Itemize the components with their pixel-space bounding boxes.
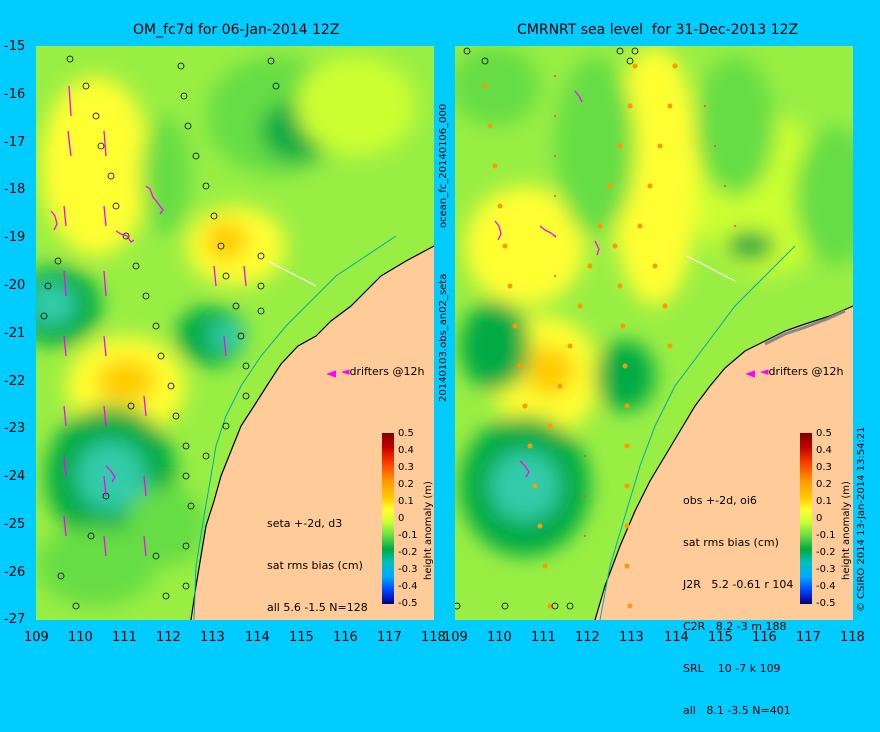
cb-label: 0.1 (398, 496, 414, 507)
cb-label: -0.2 (816, 547, 836, 558)
left-colorbar (382, 433, 394, 604)
left-stats: seta +-2d, d3 sat rms bias (cm) all 5.6 … (267, 489, 368, 629)
stats-line: obs +-2d, oi6 (683, 494, 757, 507)
cb-label: -0.1 (398, 530, 418, 541)
cb-label: 0.5 (398, 428, 414, 439)
cb-label: 0.2 (398, 479, 414, 490)
right-drifter-legend: ◄drifters @12h (760, 365, 844, 378)
forecast-file-label: ocean_fc_20140106_000 (438, 103, 449, 228)
obs-circles (40, 55, 280, 610)
left-drifter-legend: ◄drifters @12h (341, 365, 425, 378)
cb-label: -0.3 (816, 564, 836, 575)
lat-label: -24 (4, 469, 26, 484)
lon-label: 117 (796, 630, 821, 645)
lon-label: 113 (200, 630, 225, 645)
stats-line: J2R 5.2 -0.61 r 104 (683, 578, 794, 591)
stats-line: all 8.1 -3.5 N=401 (683, 704, 791, 717)
lon-label: 112 (156, 630, 181, 645)
cb-label: -0.5 (816, 598, 836, 609)
lat-label: -15 (4, 39, 26, 54)
cb-label: -0.4 (816, 581, 836, 592)
stats-line: C2R 8.2 -3 m 188 (683, 620, 787, 633)
left-map-title: OM_fc7d for 06-Jan-2014 12Z (133, 22, 340, 38)
lat-label: -20 (4, 278, 26, 293)
cb-label: 0.3 (398, 462, 414, 473)
lon-label: 111 (112, 630, 137, 645)
cb-label: 0.5 (816, 428, 832, 439)
drifter-arrow-icon: ◄ (760, 365, 769, 378)
lon-label: 109 (24, 630, 49, 645)
cb-label: 0.4 (816, 445, 832, 456)
lon-label: 115 (708, 630, 733, 645)
lon-label: 115 (289, 630, 314, 645)
obs-file-label: 20140103.obs_an02_seta (438, 273, 449, 402)
colorbar-title: height anomaly (m) (841, 481, 852, 580)
lat-label: -25 (4, 517, 26, 532)
lon-label: 114 (664, 630, 689, 645)
copyright-label: © CSIRO 2014 13-Jan-2014 13:54:21 (856, 426, 867, 612)
lon-label: 118 (421, 630, 446, 645)
lon-label: 113 (619, 630, 644, 645)
satellite-tracks-small (554, 75, 736, 537)
right-map-title: CMRNRT sea level for 31-Dec-2013 12Z (517, 22, 799, 38)
lat-label: -18 (4, 182, 26, 197)
stats-line: SRL 10 -7 k 109 (683, 662, 781, 675)
cb-label: -0.3 (398, 564, 418, 575)
lon-label: 118 (840, 630, 865, 645)
right-colorbar (800, 433, 812, 604)
cb-label: -0.1 (816, 530, 836, 541)
stats-line: seta +-2d, d3 (267, 517, 343, 530)
lat-label: -26 (4, 565, 26, 580)
left-map-field (36, 46, 434, 620)
cb-label: 0 (816, 513, 823, 524)
cb-label: -0.2 (398, 547, 418, 558)
cb-label: -0.5 (398, 598, 418, 609)
lon-label: 117 (377, 630, 402, 645)
stats-line: sat rms bias (cm) (683, 536, 779, 549)
right-map (455, 46, 853, 620)
lon-label: 114 (245, 630, 270, 645)
lat-label: -16 (4, 87, 26, 102)
cb-label: 0.2 (816, 479, 832, 490)
drifters (494, 90, 756, 478)
lon-label: 109 (443, 630, 468, 645)
lat-label: -27 (4, 612, 26, 627)
left-map (36, 46, 434, 620)
colorbar-title: height anomaly (m) (423, 481, 434, 580)
cb-label: 0.1 (816, 496, 832, 507)
drifter-arrow-icon: ◄ (341, 365, 350, 378)
satellite-tracks (482, 63, 678, 609)
cb-label: -0.4 (398, 581, 418, 592)
right-stats: obs +-2d, oi6 sat rms bias (cm) J2R 5.2 … (683, 466, 793, 732)
cb-label: 0.4 (398, 445, 414, 456)
lat-label: -23 (4, 421, 26, 436)
lat-label: -22 (4, 374, 26, 389)
stats-line: sat rms bias (cm) (267, 559, 363, 572)
drifter-legend-label: drifters @12h (349, 365, 425, 378)
lon-label: 111 (531, 630, 556, 645)
track-circles (455, 47, 639, 610)
cb-label: 0 (398, 513, 405, 524)
stats-line: all 5.6 -1.5 N=128 (267, 601, 368, 614)
lon-label: 112 (575, 630, 600, 645)
cb-label: 0.3 (816, 462, 832, 473)
lon-label: 116 (752, 630, 777, 645)
right-map-field (455, 46, 853, 620)
lon-label: 110 (68, 630, 93, 645)
lon-label: 110 (487, 630, 512, 645)
drifters (50, 85, 337, 557)
lat-label: -21 (4, 326, 26, 341)
drifter-legend-label: drifters @12h (768, 365, 844, 378)
lat-label: -17 (4, 135, 26, 150)
lat-label: -19 (4, 230, 26, 245)
lon-label: 116 (333, 630, 358, 645)
